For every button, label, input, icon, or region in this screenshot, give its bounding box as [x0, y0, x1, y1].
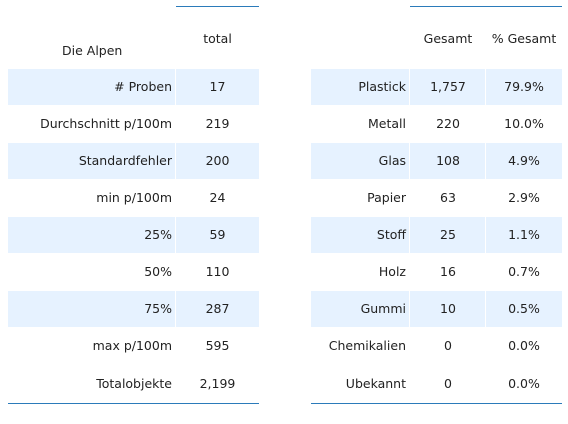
material-row-percent: 79.9% [486, 69, 562, 105]
material-row-label: Chemikalien [328, 338, 406, 353]
material-row-total: 63 [440, 190, 456, 205]
summary-column-separator [175, 69, 176, 328]
material-row-label: Plastick [311, 69, 410, 105]
material-row-label: Glas [311, 143, 410, 179]
material-row-percent: 0.5% [486, 291, 562, 327]
material-row-label: Stoff [311, 217, 410, 253]
material-column-separator [409, 69, 410, 328]
summary-row-label: max p/100m [92, 338, 172, 353]
summary-row-value: 595 [205, 338, 230, 353]
material-table: Gesamt % Gesamt Plastick 1,757 79.9% Met… [311, 0, 562, 410]
summary-row-value: 17 [176, 69, 259, 105]
material-row-total: 1,757 [410, 69, 486, 105]
material-row-percent: 10.0% [504, 116, 544, 131]
material-table-top-rule [410, 6, 562, 7]
material-row-label: Papier [367, 190, 406, 205]
material-row-total: 16 [440, 264, 456, 279]
summary-row-label: 25% [8, 217, 176, 253]
summary-row-value: 287 [176, 291, 259, 327]
material-row-total: 0 [444, 376, 452, 391]
material-row-total: 0 [444, 338, 452, 353]
material-row-percent: 2.9% [508, 190, 540, 205]
summary-row-label: Durchschnitt p/100m [40, 116, 172, 131]
material-row-percent: 0.7% [508, 264, 540, 279]
material-row-percent: 1.1% [486, 217, 562, 253]
summary-table: Die Alpen total # Proben 17 Durchschnitt… [8, 0, 259, 410]
summary-row-label: Totalobjekte [96, 376, 172, 391]
material-row-label: Holz [378, 264, 406, 279]
summary-row-value: 2,199 [199, 376, 236, 391]
material-table-bottom-rule [311, 403, 562, 404]
material-row-total: 108 [410, 143, 486, 179]
summary-table-bottom-rule [8, 403, 259, 404]
material-row-total: 220 [436, 116, 460, 131]
summary-table-column-header: total [203, 31, 232, 46]
material-column-header-total: Gesamt [423, 31, 473, 46]
material-row-percent: 0.0% [508, 376, 540, 391]
summary-row-value: 24 [209, 190, 226, 205]
summary-row-label: 75% [8, 291, 176, 327]
material-row-label: Ubekannt [345, 376, 406, 391]
summary-table-title: Die Alpen [62, 43, 123, 58]
material-row-label: Gummi [311, 291, 410, 327]
summary-row-label: # Proben [8, 69, 176, 105]
material-row-total: 10 [410, 291, 486, 327]
summary-table-top-rule [176, 6, 259, 7]
summary-row-value: 59 [176, 217, 259, 253]
summary-row-value: 200 [176, 143, 259, 179]
summary-row-label: 50% [144, 264, 172, 279]
material-column-header-percent: % Gesamt [491, 31, 557, 46]
material-row-percent: 4.9% [486, 143, 562, 179]
material-row-total: 25 [410, 217, 486, 253]
summary-row-label: min p/100m [96, 190, 172, 205]
material-row-label: Metall [368, 116, 406, 131]
summary-row-label: Standardfehler [8, 143, 176, 179]
summary-row-value: 219 [205, 116, 230, 131]
material-column-separator [485, 69, 486, 328]
material-row-percent: 0.0% [508, 338, 540, 353]
summary-row-value: 110 [205, 264, 230, 279]
